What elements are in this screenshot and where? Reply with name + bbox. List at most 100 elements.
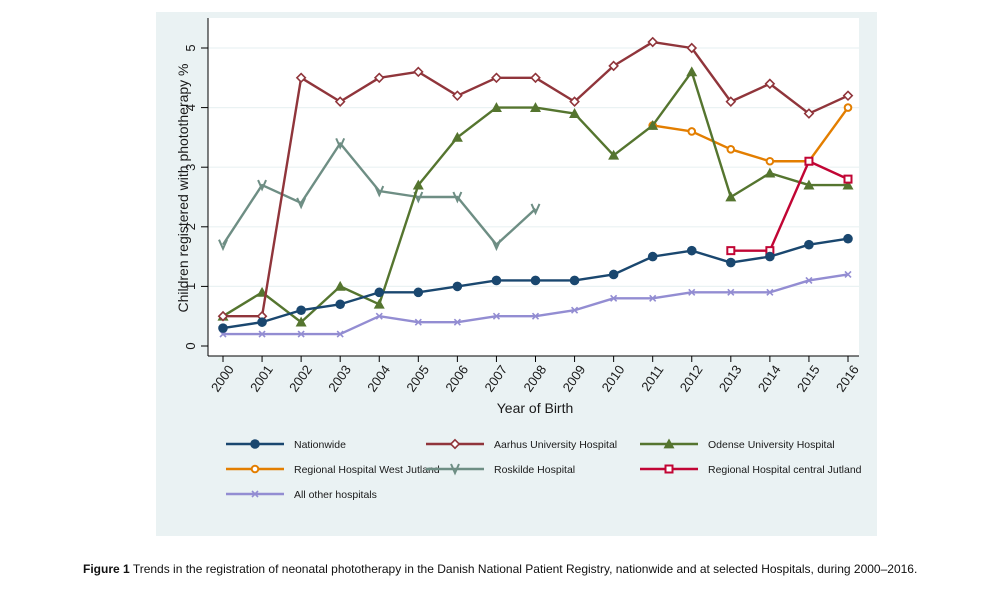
data-point: [569, 108, 581, 118]
legend: Nationwide Aarhus University Hospital Oden…: [226, 438, 862, 501]
data-point: [296, 305, 306, 316]
data-point: [251, 490, 259, 498]
data-point: [687, 127, 697, 136]
data-point: [686, 66, 698, 77]
plot-area: [208, 18, 859, 356]
data-point: [373, 298, 385, 309]
data-point: [491, 72, 502, 84]
data-point: [686, 42, 698, 54]
data-point: [257, 317, 267, 327]
data-point: [218, 239, 228, 252]
data-point: [844, 270, 852, 279]
data-point: [373, 72, 385, 84]
data-point: [765, 251, 775, 262]
series-aarhus-university-hospital: [217, 36, 854, 322]
data-point: [688, 288, 696, 296]
y-tick-label: 3: [183, 164, 198, 171]
legend-label: Odense University Hospital: [708, 439, 835, 451]
data-point: [297, 330, 305, 338]
data-point: [296, 197, 307, 210]
data-point: [250, 464, 260, 474]
data-point: [764, 167, 776, 178]
data-point: [336, 330, 344, 338]
data-point: [569, 96, 580, 107]
y-tick-label: 5: [183, 44, 198, 51]
series-line: [730, 160, 849, 252]
data-point: [218, 323, 228, 333]
data-point: [449, 438, 461, 450]
data-point: [335, 137, 346, 150]
data-point: [663, 438, 675, 449]
data-point: [530, 72, 541, 84]
data-point: [334, 96, 346, 107]
y-tick-label: 2: [183, 223, 198, 230]
data-point: [608, 60, 619, 72]
data-point: [450, 463, 460, 476]
legend-label: All other hospitals: [294, 489, 377, 501]
data-point: [610, 294, 618, 302]
data-point: [491, 275, 502, 286]
data-point: [335, 299, 345, 310]
legend-item-regional-hospital-central-jutland: Regional Hospital central Jutland: [640, 464, 862, 476]
data-point: [375, 312, 383, 320]
data-point: [608, 149, 620, 160]
data-point: [725, 96, 737, 107]
x-axis-label: Year of Birth: [497, 400, 574, 416]
data-point: [530, 203, 541, 216]
data-point: [295, 72, 307, 84]
data-point: [804, 156, 814, 166]
data-point: [686, 245, 697, 256]
data-point: [803, 108, 815, 119]
series-line: [652, 106, 849, 163]
data-point: [250, 439, 260, 449]
legend-label: Regional Hospital West Jutland: [294, 464, 440, 476]
data-point: [412, 179, 424, 190]
data-point: [257, 179, 267, 192]
data-point: [843, 174, 853, 184]
data-point: [451, 131, 463, 142]
data-point: [664, 464, 674, 474]
legend-item-regional-hospital-west-jutland: Regional Hospital West Jutland: [226, 464, 440, 476]
legend-item-odense-university-hospital: Odense University Hospital: [640, 438, 835, 451]
data-point: [413, 287, 424, 298]
data-point: [374, 287, 385, 298]
legend-label: Aarhus University Hospital: [494, 439, 617, 451]
data-point: [842, 179, 854, 190]
data-point: [726, 257, 736, 268]
y-axis-label: Children registered with phototherapy %: [175, 63, 191, 312]
data-point: [647, 36, 659, 48]
data-point: [414, 318, 422, 326]
data-point: [258, 330, 266, 338]
data-point: [492, 312, 501, 320]
caption-text: Trends in the registration of neonatal p…: [132, 562, 918, 576]
data-point: [649, 294, 657, 302]
series-layer: [217, 36, 854, 338]
data-point: [804, 239, 814, 250]
data-point: [453, 318, 461, 326]
data-point: [530, 275, 541, 286]
data-point: [725, 191, 737, 202]
data-point: [217, 310, 229, 322]
data-point: [764, 78, 776, 90]
series-all-other-hospitals: [219, 270, 852, 338]
data-point: [647, 119, 659, 130]
series-regional-hospital-central-jutland: [726, 156, 853, 256]
y-tick-label: 4: [183, 104, 198, 111]
data-point: [491, 239, 502, 252]
data-point: [412, 66, 424, 78]
data-point: [452, 281, 463, 292]
series-nationwide: [218, 233, 853, 333]
data-point: [765, 156, 775, 166]
data-point: [803, 179, 815, 190]
legend-item-all-other-hospitals: All other hospitals: [226, 489, 377, 501]
data-point: [608, 269, 619, 280]
data-point: [766, 288, 774, 296]
legend-label: Regional Hospital central Jutland: [708, 464, 862, 476]
data-point: [490, 102, 502, 112]
data-point: [570, 306, 579, 314]
data-point: [452, 191, 463, 204]
data-point: [726, 246, 736, 256]
data-point: [374, 185, 385, 198]
